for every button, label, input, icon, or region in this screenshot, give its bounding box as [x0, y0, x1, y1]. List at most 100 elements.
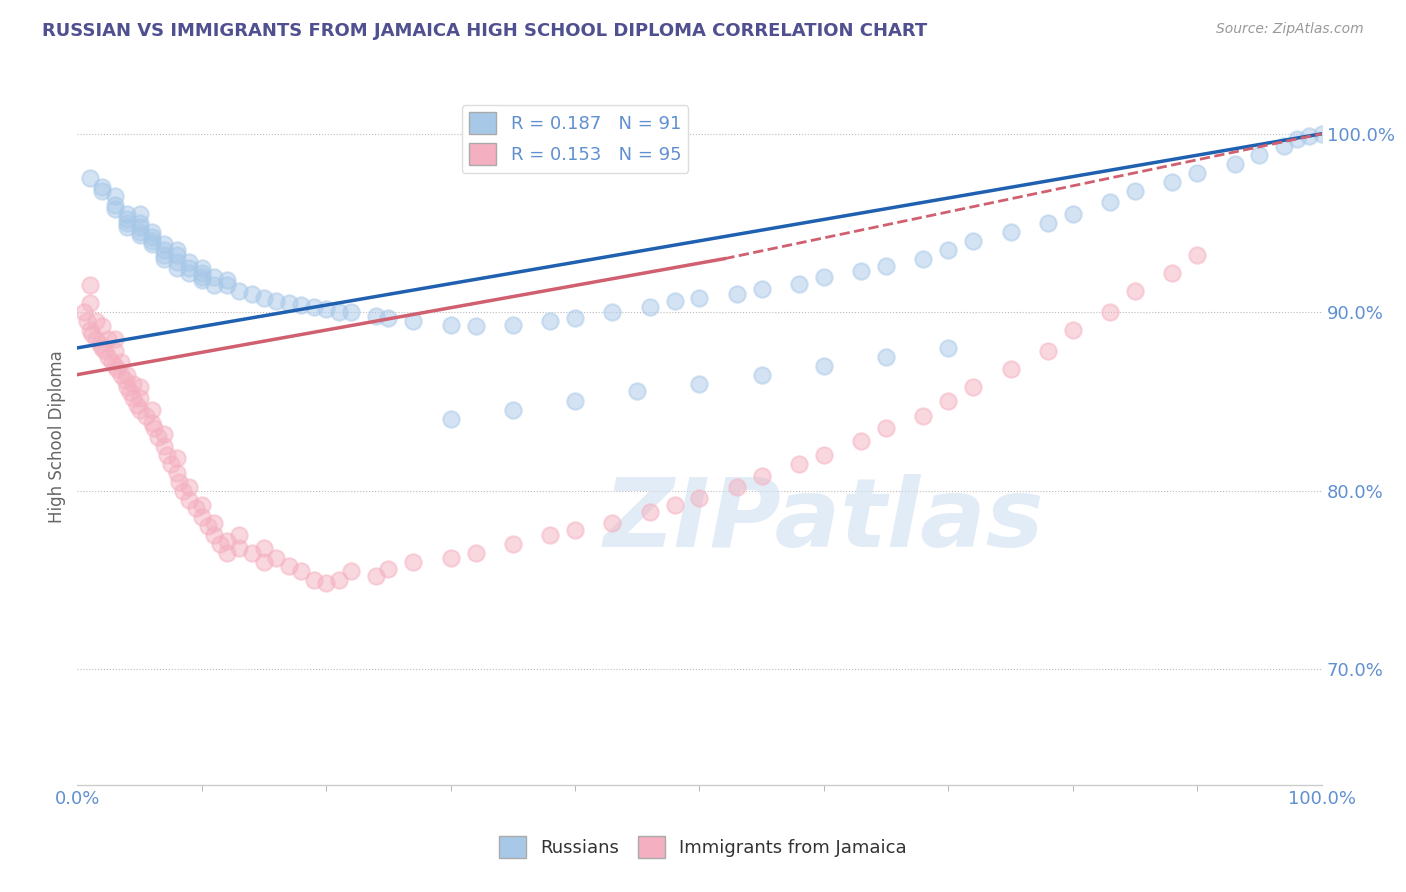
Point — [638, 505, 661, 519]
Point — [115, 368, 138, 382]
Point — [851, 434, 873, 448]
Point — [191, 260, 214, 275]
Point — [166, 248, 188, 262]
Point — [122, 376, 145, 391]
Point — [813, 448, 835, 462]
Point — [115, 216, 138, 230]
Text: Source: ZipAtlas.com: Source: ZipAtlas.com — [1216, 22, 1364, 37]
Point — [191, 498, 214, 512]
Point — [84, 314, 107, 328]
Point — [91, 184, 114, 198]
Point — [1099, 194, 1122, 209]
Point — [191, 266, 214, 280]
Point — [89, 337, 111, 351]
Point — [364, 569, 387, 583]
Point — [153, 243, 176, 257]
Point — [938, 243, 960, 257]
Point — [290, 564, 312, 578]
Point — [115, 207, 138, 221]
Point — [813, 359, 835, 373]
Point — [377, 562, 399, 576]
Legend: Russians, Immigrants from Jamaica: Russians, Immigrants from Jamaica — [492, 829, 914, 865]
Point — [128, 228, 150, 243]
Point — [340, 305, 363, 319]
Y-axis label: High School Diploma: High School Diploma — [48, 351, 66, 524]
Point — [104, 189, 127, 203]
Point — [253, 541, 276, 555]
Point — [253, 291, 276, 305]
Point — [875, 259, 897, 273]
Point — [197, 519, 219, 533]
Point — [79, 296, 101, 310]
Point — [202, 269, 225, 284]
Point — [689, 491, 711, 505]
Point — [128, 216, 150, 230]
Point — [253, 555, 276, 569]
Point — [97, 332, 120, 346]
Point — [1099, 305, 1122, 319]
Point — [115, 219, 138, 234]
Point — [159, 457, 181, 471]
Point — [302, 573, 325, 587]
Point — [141, 225, 163, 239]
Point — [315, 301, 337, 316]
Point — [82, 326, 104, 341]
Point — [79, 323, 101, 337]
Point — [464, 546, 486, 560]
Point — [104, 202, 127, 216]
Point — [125, 398, 148, 412]
Point — [664, 498, 686, 512]
Point — [538, 528, 561, 542]
Point — [664, 294, 686, 309]
Point — [115, 212, 138, 227]
Text: ZIPatlas: ZIPatlas — [603, 474, 1045, 567]
Point — [156, 448, 179, 462]
Point — [122, 391, 145, 405]
Point — [179, 266, 201, 280]
Point — [502, 537, 524, 551]
Point — [105, 362, 128, 376]
Point — [962, 234, 984, 248]
Point — [118, 385, 141, 400]
Point — [153, 439, 176, 453]
Point — [1062, 207, 1084, 221]
Point — [1123, 184, 1146, 198]
Point — [101, 355, 124, 369]
Point — [153, 237, 176, 252]
Point — [1036, 344, 1059, 359]
Point — [104, 359, 127, 373]
Point — [104, 332, 127, 346]
Point — [153, 252, 176, 266]
Point — [1310, 127, 1333, 141]
Point — [91, 319, 114, 334]
Point — [440, 412, 463, 426]
Point — [1187, 166, 1209, 180]
Point — [851, 264, 873, 278]
Point — [202, 516, 225, 530]
Point — [751, 469, 773, 483]
Point — [166, 255, 188, 269]
Point — [938, 341, 960, 355]
Point — [1187, 248, 1209, 262]
Point — [328, 573, 350, 587]
Point — [166, 243, 188, 257]
Point — [141, 234, 163, 248]
Point — [179, 492, 201, 507]
Point — [110, 355, 132, 369]
Point — [215, 546, 238, 560]
Point — [166, 451, 188, 466]
Point — [135, 409, 157, 423]
Text: RUSSIAN VS IMMIGRANTS FROM JAMAICA HIGH SCHOOL DIPLOMA CORRELATION CHART: RUSSIAN VS IMMIGRANTS FROM JAMAICA HIGH … — [42, 22, 928, 40]
Point — [626, 384, 648, 398]
Point — [215, 533, 238, 548]
Point — [787, 277, 810, 291]
Point — [240, 287, 263, 301]
Point — [912, 252, 935, 266]
Point — [1223, 157, 1246, 171]
Point — [464, 319, 486, 334]
Point — [166, 466, 188, 480]
Point — [564, 394, 586, 409]
Point — [638, 300, 661, 314]
Point — [277, 296, 299, 310]
Point — [172, 483, 194, 498]
